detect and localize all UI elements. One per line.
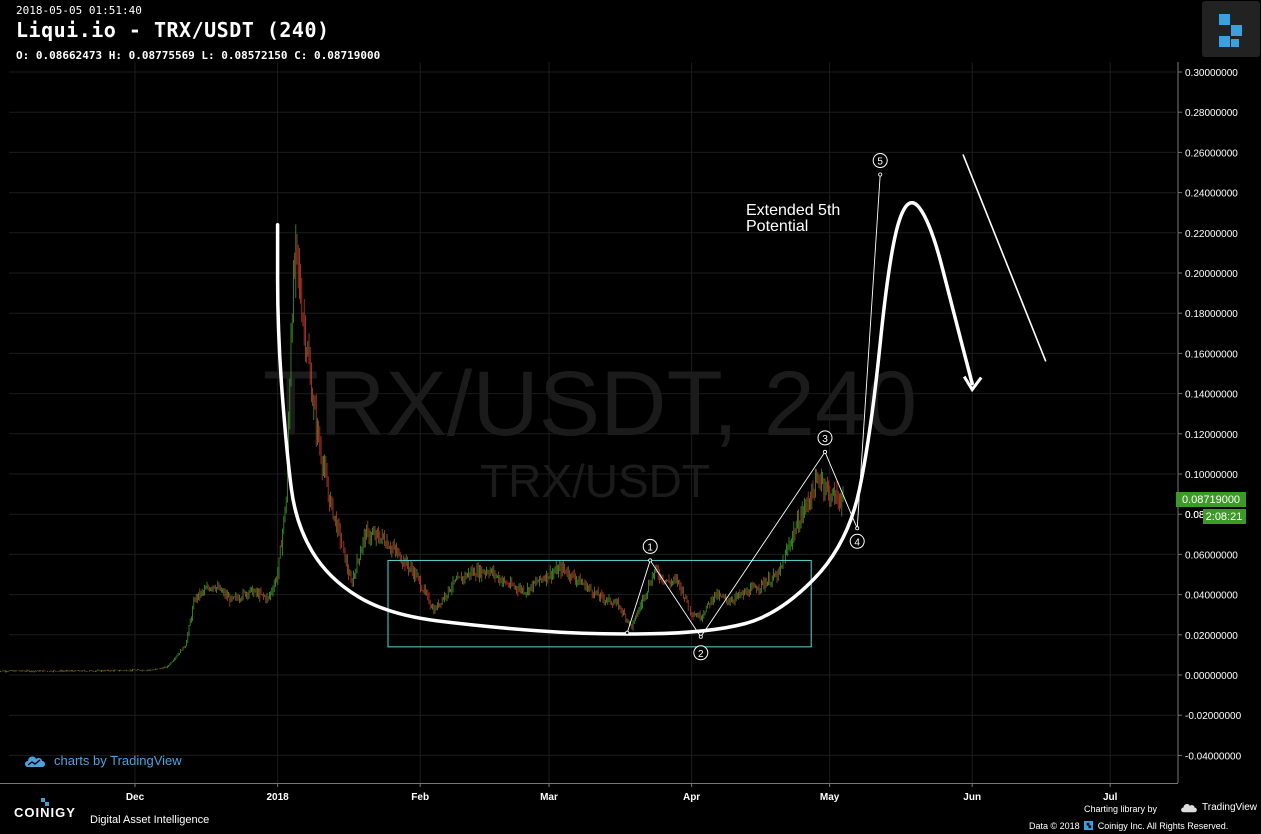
axes: 0.30000000 0.28000000 0.26000000 0.24000000…: [0, 62, 1242, 803]
x-tick-label-7: Jul: [1103, 792, 1118, 803]
ohlc-readout: O: 0.08662473 H: 0.08775569 L: 0.0857215…: [16, 49, 381, 62]
coinigy-logo-button[interactable]: [1202, 1, 1260, 57]
price-badge-value: 0.08719000: [1182, 494, 1240, 506]
wave-label-circle-1: [642, 538, 658, 554]
y-tick-label-16: -0.02000000: [1185, 711, 1242, 722]
coinigy-tagline: Digital Asset Intelligence: [90, 814, 210, 826]
x-tick-label-2: Feb: [411, 792, 429, 803]
y-tick-label-17: -0.04000000: [1185, 751, 1242, 762]
tradingview-footer-link[interactable]: TradingView: [1180, 802, 1257, 813]
y-tick-label-3: 0.24000000: [1185, 189, 1238, 200]
wave-label-circle-2: [693, 645, 709, 661]
copyright: Data © 2018 Coinigy Inc. All Rights Rese…: [1029, 821, 1228, 831]
wave-point: [823, 449, 828, 454]
tradingview-credit-link[interactable]: charts by TradingView: [24, 753, 182, 768]
elliott-wave-path: [626, 174, 881, 638]
y-tick-label-5: 0.20000000: [1185, 269, 1238, 280]
y-tick-label-9: 0.12000000: [1185, 430, 1238, 441]
wave-label-5: 5: [877, 157, 883, 168]
y-tick-label-14: 0.02000000: [1185, 631, 1238, 642]
drawing-layer[interactable]: 1 2 3 4 5: [275, 153, 1047, 661]
annotation-line-2[interactable]: Potential: [746, 218, 808, 235]
cloud-icon-small: [1181, 803, 1197, 813]
copyright-text: Data © 2018: [1029, 821, 1080, 831]
projection-arrow-head: [962, 375, 983, 393]
coinigy-brand: COINIGY: [14, 798, 76, 820]
wave-point: [878, 172, 883, 177]
x-tick-label-3: Mar: [540, 792, 558, 803]
tradingview-credit-text: charts by TradingView: [54, 753, 182, 768]
y-tick-label-1: 0.28000000: [1185, 108, 1238, 119]
x-tick-label-1: 2018: [266, 792, 289, 803]
x-tick-label-0: Dec: [126, 792, 145, 803]
y-tick-label-6: 0.18000000: [1185, 309, 1238, 320]
y-tick-label-11: 0.08: [1185, 510, 1205, 521]
annotation-line-1[interactable]: Extended 5th: [746, 202, 840, 219]
projection-curve: [275, 200, 974, 636]
trend-line: [962, 154, 1047, 362]
wave-label-circle-4: [849, 533, 865, 549]
x-tick-label-5: May: [820, 792, 840, 803]
tradingview-footer-text: TradingView: [1202, 802, 1258, 813]
y-tick-label-10: 0.10000000: [1185, 470, 1238, 481]
copyright-company: Coinigy Inc. All Rights Reserved.: [1097, 821, 1229, 831]
cloud-icon: [25, 756, 45, 767]
coinigy-logo-icon: [1219, 14, 1242, 47]
coinigy-mark-icon: [41, 798, 49, 806]
coinigy-copyright-icon: [1084, 821, 1094, 830]
wave-point: [625, 630, 630, 635]
consolidation-rectangle: [387, 559, 812, 648]
coinigy-brand-text: COINIGY: [14, 805, 76, 820]
wave-point: [855, 526, 860, 531]
chart-title: Liqui.io - TRX/USDT (240): [16, 18, 330, 42]
y-tick-label-2: 0.26000000: [1185, 148, 1238, 159]
wave-label-3: 3: [822, 434, 828, 445]
wave-label-1: 1: [647, 542, 653, 553]
wave-label-2: 2: [698, 649, 704, 660]
y-tick-label-13: 0.04000000: [1185, 591, 1238, 602]
timestamp: 2018-05-05 01:51:40: [16, 4, 142, 17]
y-tick-label-7: 0.16000000: [1185, 349, 1238, 360]
watermark-small: TRX/USDT: [480, 455, 710, 507]
y-tick-label-0: 0.30000000: [1185, 68, 1238, 79]
wave-label-circle-3: [817, 430, 833, 446]
y-tick-label-4: 0.22000000: [1185, 229, 1238, 240]
partial-tick-label: 0.08: [1185, 510, 1205, 521]
wave-point: [648, 558, 653, 563]
y-tick-label-15: 0.00000000: [1185, 671, 1238, 682]
price-badge: 0.08719000 0.08 2:08:21: [1176, 492, 1246, 524]
wave-label-circle-5: [872, 153, 888, 169]
x-tick-label-6: Jun: [963, 792, 981, 803]
x-tick-label-4: Apr: [683, 792, 700, 803]
charting-library-text: Charting library by: [1084, 804, 1158, 814]
y-tick-label-8: 0.14000000: [1185, 390, 1238, 401]
wave-label-4: 4: [854, 537, 860, 548]
price-badge-countdown: 2:08:21: [1206, 511, 1243, 523]
watermark-large: TRX/USDT, 240: [263, 353, 917, 455]
wave-point: [698, 634, 703, 639]
y-tick-label-12: 0.06000000: [1185, 550, 1238, 561]
